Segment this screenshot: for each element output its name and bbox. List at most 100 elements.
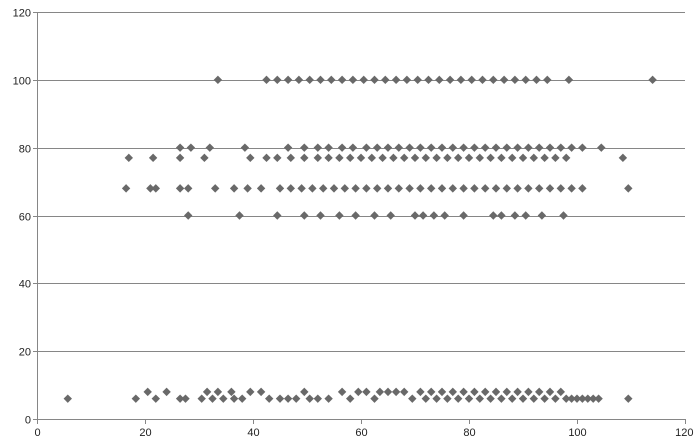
data-point [537,211,547,220]
data-point [518,153,528,163]
data-point [240,143,250,152]
data-point [529,153,538,163]
y-tick-label: 60 [19,212,31,224]
data-point [359,75,368,85]
data-point [556,387,565,397]
data-point [351,184,360,193]
data-point [491,387,501,397]
data-point [475,153,484,163]
x-tick-label: 0 [34,427,40,439]
data-point [273,211,282,220]
data-point [308,184,317,193]
data-point [456,75,466,85]
data-point [416,143,425,152]
data-point [481,184,490,193]
data-point [265,394,274,403]
data-point [508,394,517,403]
data-point [175,153,185,163]
data-point [597,143,606,152]
data-point [354,387,363,397]
data-point [362,387,371,397]
data-point [286,153,295,163]
data-point [402,75,412,85]
data-point [508,153,517,163]
data-point [589,394,598,403]
data-points [63,75,657,403]
data-point [545,184,555,193]
data-point [262,153,271,163]
data-point [348,75,358,85]
data-point [497,394,506,403]
data-point [510,211,520,220]
data-point [337,75,347,85]
data-point [335,211,344,220]
data-point [405,184,414,193]
data-point [283,75,293,85]
data-point [381,75,390,85]
data-point [459,211,468,220]
data-point [313,394,322,403]
data-point [408,394,417,403]
data-point [370,211,379,220]
data-point [578,394,587,403]
grid-lines [37,12,685,352]
data-point [121,184,131,193]
data-point [524,387,533,397]
data-point [489,211,498,220]
data-point [162,387,171,397]
data-point [521,211,530,220]
data-point [175,143,185,152]
data-point [262,75,271,85]
x-tick-label: 60 [355,427,367,439]
data-point [427,387,436,397]
data-point [470,184,479,193]
data-point [437,387,447,397]
data-point [383,387,393,397]
data-point [421,153,430,163]
data-point [535,387,544,397]
data-point [229,184,239,193]
data-point [416,387,425,397]
data-point [256,184,266,193]
data-point [324,143,333,152]
data-point [297,184,306,193]
data-point [521,75,530,85]
data-point [448,184,457,193]
data-point [213,75,223,85]
data-point [131,394,141,403]
data-point [535,184,544,193]
data-point [562,153,571,163]
data-point [410,153,420,163]
data-point [567,184,576,193]
data-point [202,387,212,397]
data-point [448,143,457,152]
axes [33,12,686,424]
data-point [418,211,428,220]
data-point [497,211,506,220]
data-point [335,153,344,163]
data-point [305,75,314,85]
data-point [256,387,266,397]
y-tick-label: 0 [25,415,31,427]
data-point [454,153,463,163]
data-point [648,75,657,85]
data-point [391,387,401,397]
data-point [427,184,436,193]
data-point [275,184,285,193]
data-point [532,75,541,85]
data-point [578,184,587,193]
data-point [624,394,633,403]
data-point [346,153,355,163]
data-point [405,143,414,152]
data-point [594,394,603,403]
data-point [324,394,333,403]
data-point [518,394,528,403]
data-point [470,387,479,397]
data-point [432,394,441,403]
data-point [246,387,255,397]
y-tick-label: 40 [19,279,31,291]
data-point [540,153,549,163]
data-point [567,394,576,403]
data-point [400,387,409,397]
